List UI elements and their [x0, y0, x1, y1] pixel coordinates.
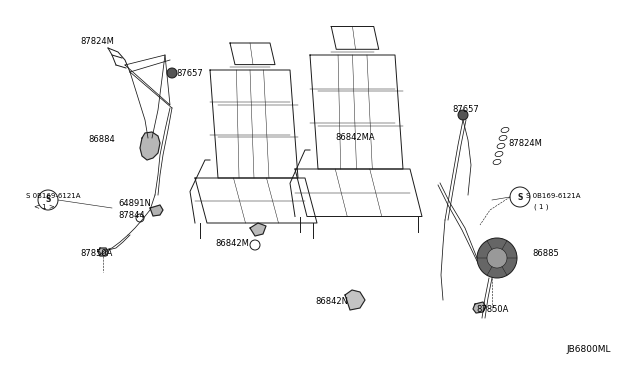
- Text: 87824M: 87824M: [80, 38, 114, 46]
- Text: 87850A: 87850A: [476, 305, 508, 314]
- Circle shape: [477, 238, 517, 278]
- Text: 87657: 87657: [176, 68, 203, 77]
- Polygon shape: [150, 205, 163, 216]
- Circle shape: [487, 248, 507, 268]
- Text: 86842N: 86842N: [315, 298, 348, 307]
- Text: 86884: 86884: [88, 135, 115, 144]
- Text: JB6800ML: JB6800ML: [566, 346, 611, 355]
- Polygon shape: [250, 223, 266, 236]
- Polygon shape: [473, 302, 486, 313]
- Text: S: S: [45, 196, 51, 205]
- Text: 86842M: 86842M: [215, 240, 249, 248]
- Text: S 0B169-6121A: S 0B169-6121A: [526, 193, 580, 199]
- Text: S 0B169-6121A: S 0B169-6121A: [26, 193, 81, 199]
- Polygon shape: [345, 290, 365, 310]
- Circle shape: [458, 110, 468, 120]
- Polygon shape: [98, 248, 108, 256]
- Text: < 1 >: < 1 >: [34, 204, 55, 210]
- Text: 87844: 87844: [118, 211, 145, 219]
- Text: 87824M: 87824M: [508, 138, 542, 148]
- Text: 64891N: 64891N: [118, 199, 151, 208]
- Polygon shape: [140, 132, 160, 160]
- Text: 87850A: 87850A: [80, 248, 113, 257]
- Text: S: S: [517, 192, 523, 202]
- Text: 86842MA: 86842MA: [335, 134, 374, 142]
- Text: 87657: 87657: [452, 106, 479, 115]
- Circle shape: [167, 68, 177, 78]
- Text: 86885: 86885: [532, 248, 559, 257]
- Text: ( 1 ): ( 1 ): [534, 204, 548, 210]
